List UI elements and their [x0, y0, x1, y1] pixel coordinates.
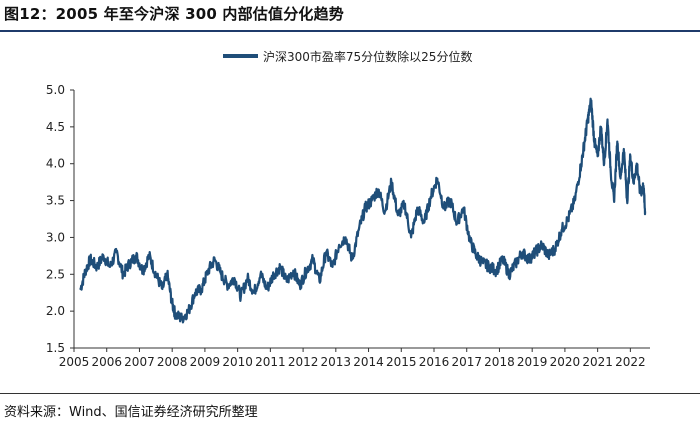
legend-label: 沪深300市盈率75分位数除以25分位数 — [263, 49, 472, 64]
x-tick-label: 2009 — [190, 355, 221, 369]
y-tick-labels: 1.5 2.0 2.5 3.0 3.5 4.0 4.5 5.0 — [46, 83, 74, 355]
x-tick-label: 2022 — [615, 355, 646, 369]
y-tick-label: 3.5 — [46, 194, 65, 208]
x-tick-label: 2017 — [451, 355, 482, 369]
footer-rule — [0, 393, 700, 394]
x-tick-label: 2008 — [157, 355, 188, 369]
figure-title: 图12：2005 年至今沪深 300 内部估值分化趋势 — [4, 5, 345, 23]
x-tick-labels: 2005 2006 2007 2008 2009 2010 2011 2012 2013 2014… — [59, 348, 646, 369]
x-tick-label: 2010 — [222, 355, 253, 369]
axes — [73, 90, 650, 349]
x-tick-label: 2013 — [321, 355, 352, 369]
y-tick-label: 4.5 — [46, 120, 65, 134]
x-tick-label: 2011 — [255, 355, 286, 369]
x-tick-label: 2020 — [550, 355, 581, 369]
series-line — [79, 97, 647, 324]
title-rule — [0, 30, 700, 32]
x-tick-label: 2018 — [484, 355, 515, 369]
x-tick-label: 2014 — [353, 355, 384, 369]
x-tick-label: 2007 — [124, 355, 155, 369]
x-tick-label: 2012 — [288, 355, 319, 369]
source-note: 资料来源：Wind、国信证券经济研究所整理 — [4, 405, 258, 420]
y-tick-label: 1.5 — [46, 341, 65, 355]
y-tick-label: 4.0 — [46, 157, 65, 171]
x-tick-label: 2005 — [59, 355, 90, 369]
y-tick-label: 3.0 — [46, 230, 65, 244]
y-tick-label: 5.0 — [46, 83, 65, 97]
x-tick-label: 2006 — [91, 355, 122, 369]
legend: 沪深300市盈率75分位数除以25分位数 — [223, 49, 472, 64]
x-tick-label: 2016 — [419, 355, 450, 369]
y-tick-label: 2.0 — [46, 304, 65, 318]
x-tick-label: 2021 — [582, 355, 613, 369]
x-tick-label: 2015 — [386, 355, 417, 369]
x-tick-label: 2019 — [517, 355, 548, 369]
y-tick-label: 2.5 — [46, 267, 65, 281]
